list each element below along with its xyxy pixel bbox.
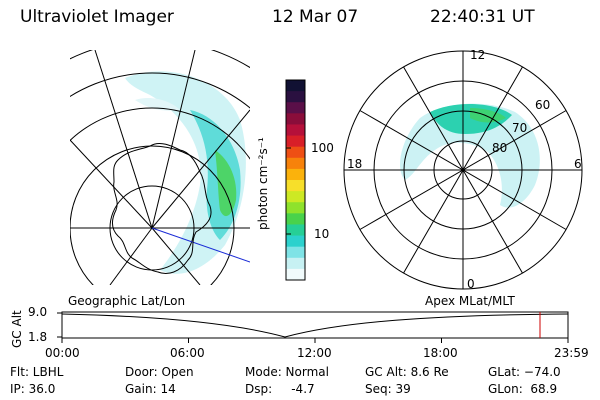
status-glat: GLat: −74.0 (488, 365, 561, 379)
mlt-label-top: 12 (470, 48, 486, 62)
colorbar-segment (286, 113, 305, 125)
colorbar-segment (286, 135, 305, 148)
altitude-curve (61, 313, 569, 338)
instrument-title: Ultraviolet Imager (20, 7, 174, 27)
altitude-tick-9: 9.0 (28, 305, 48, 319)
colorbar-segment (286, 91, 305, 103)
status-gain: Gain: 14 (125, 382, 176, 396)
status-dsp: Dsp: -4.7 (245, 382, 315, 396)
time-tick-0000: 00:00 (45, 346, 80, 360)
colorbar-segment (286, 102, 305, 114)
time-axis-ticks (61, 338, 569, 343)
status-seq: Seq: 39 (365, 382, 411, 396)
status-flt: Flt: LBHL (10, 365, 64, 379)
status-gcalt: GC Alt: 8.6 Re (365, 365, 449, 379)
status-glon: GLon: 68.9 (488, 382, 558, 396)
altitude-tick-1-8: 1.8 (28, 330, 48, 344)
colorbar-segment (286, 268, 305, 281)
status-door: Door: Open (125, 365, 194, 379)
aurora-emission-left (125, 71, 246, 274)
colorbar-segment (286, 202, 305, 214)
altitude-axis-label: GC Alt (10, 310, 24, 348)
status-ip: IP: 36.0 (10, 382, 56, 396)
mlat-label-60: 60 (535, 98, 551, 112)
geographic-map-caption: Geographic Lat/Lon (68, 294, 186, 308)
colorbar-segment (286, 157, 305, 170)
aurora-emission-right (400, 103, 540, 208)
continent-outline (112, 143, 212, 274)
colorbar-label-10: 10 (314, 227, 330, 241)
colorbar-segment (286, 191, 305, 203)
colorbar-segment (286, 246, 305, 259)
date-label: 12 Mar 07 (272, 7, 359, 27)
colorbar-segment (286, 235, 305, 248)
colorbar (286, 80, 305, 281)
mlat-label-80: 80 (492, 141, 508, 155)
meridians (70, 50, 250, 285)
mlt-label-right: 6 (574, 157, 582, 171)
time-tick-1200: 12:00 (297, 346, 332, 360)
apex-map-caption: Apex MLat/MLT (425, 294, 515, 308)
time-label: 22:40:31 UT (430, 7, 535, 27)
colorbar-segment (286, 213, 305, 225)
colorbar-frame (285, 79, 306, 281)
time-tick-1800: 18:00 (423, 346, 458, 360)
status-mode: Mode: Normal (245, 365, 329, 379)
colorbar-segment (286, 146, 305, 159)
colorbar-segment (286, 257, 305, 270)
colorbar-label-100: 100 (311, 141, 334, 155)
geographic-map (70, 50, 250, 285)
mlt-label-bottom: 0 (467, 277, 475, 291)
magnetic-polar-map (343, 50, 583, 290)
time-tick-2359: 23:59 (554, 346, 589, 360)
colorbar-segment (286, 80, 305, 92)
mlt-label-left: 18 (347, 157, 363, 171)
colorbar-segment (286, 168, 305, 181)
time-tick-0600: 06:00 (170, 346, 205, 360)
colorbar-segment (286, 124, 305, 137)
mlat-label-70: 70 (512, 121, 528, 135)
colorbar-unit-label: photon cm⁻²s⁻¹ (256, 137, 270, 230)
colorbar-segment (286, 180, 305, 192)
colorbar-segment (286, 224, 305, 237)
altitude-plot (57, 311, 569, 343)
